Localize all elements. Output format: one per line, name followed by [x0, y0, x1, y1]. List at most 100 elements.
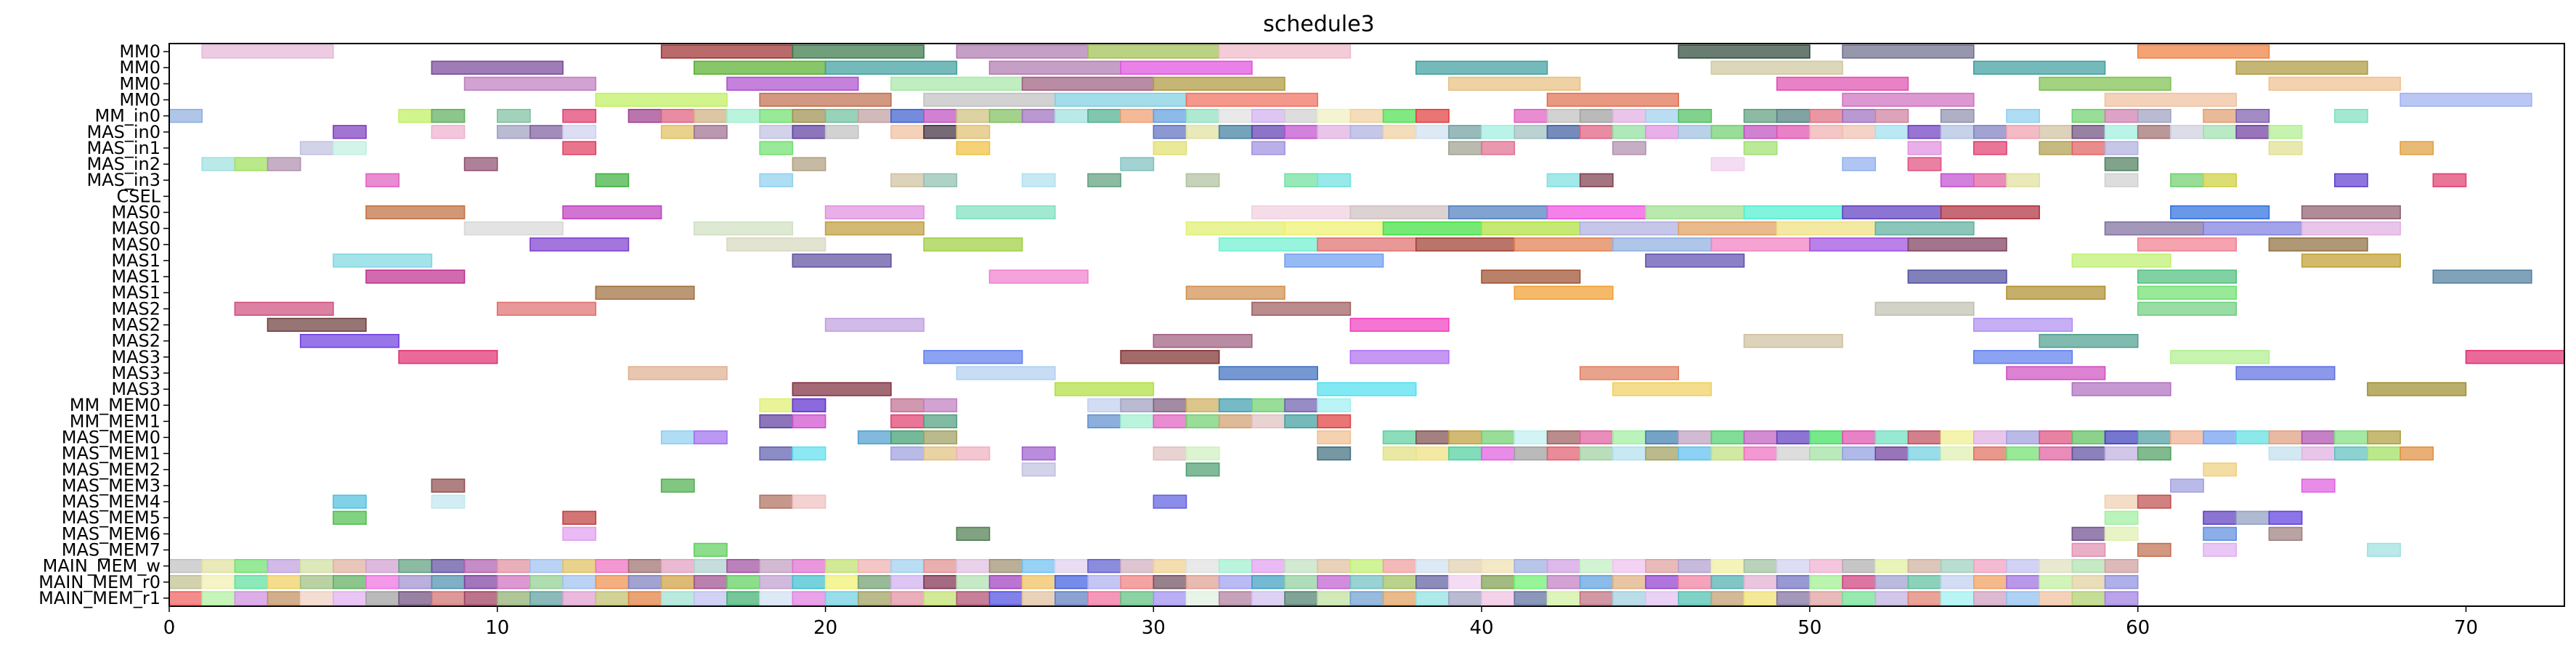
task-bar	[1481, 430, 1516, 445]
task-bar	[2334, 109, 2368, 123]
task-bar	[1055, 109, 1089, 123]
task-bar	[463, 575, 498, 589]
task-bar	[1481, 141, 1516, 155]
task-bar	[1612, 109, 1646, 123]
task-bar	[660, 44, 794, 59]
task-bar	[2203, 221, 2303, 236]
task-bar	[2071, 430, 2106, 445]
task-bar	[1448, 575, 1482, 589]
task-bar	[923, 109, 958, 123]
task-bar	[333, 494, 367, 509]
task-bar	[1513, 285, 1614, 300]
task-bar	[660, 591, 695, 605]
x-tick-label: 70	[2454, 617, 2478, 639]
task-bar	[2104, 141, 2139, 155]
task-bar	[2039, 430, 2073, 445]
task-bar	[2235, 510, 2270, 525]
task-bar	[333, 510, 367, 525]
bars-layer	[168, 44, 2565, 605]
task-bar	[1579, 591, 1614, 605]
task-bar	[792, 591, 826, 605]
task-bar	[1448, 430, 1482, 445]
y-axis: MM0MM0MM0MM0MM_in0MAS_in0MAS_in1MAS_in2M…	[38, 41, 169, 608]
task-bar	[595, 558, 630, 574]
task-bar	[463, 157, 498, 171]
task-bar	[1678, 125, 1712, 139]
task-bar	[2203, 510, 2238, 525]
task-bar	[2235, 125, 2270, 139]
task-bar	[1612, 558, 1646, 574]
task-bar	[1546, 173, 1581, 187]
task-bar	[1546, 575, 1581, 589]
task-bar	[1907, 575, 1942, 589]
task-bar	[1055, 92, 1187, 107]
task-bar	[1612, 125, 1646, 139]
task-bar	[1842, 157, 1877, 171]
task-bar	[1513, 591, 1548, 605]
task-bar	[1710, 430, 1745, 445]
task-bar	[365, 575, 400, 589]
task-bar	[463, 591, 498, 605]
task-bar	[1678, 430, 1712, 445]
task-bar	[1153, 558, 1187, 574]
task-bar	[2465, 350, 2565, 364]
task-bar	[1776, 109, 1811, 123]
task-bar	[857, 591, 892, 605]
task-bar	[2006, 366, 2106, 380]
task-bar	[1087, 414, 1122, 429]
task-bar	[2071, 542, 2106, 558]
task-bar	[529, 591, 564, 605]
task-bar	[1218, 414, 1253, 429]
task-bar	[1153, 398, 1187, 412]
task-bar	[1776, 446, 1811, 461]
task-bar	[595, 575, 630, 589]
task-bar	[660, 430, 695, 445]
task-bar	[1415, 575, 1450, 589]
task-bar	[1284, 253, 1384, 268]
task-bar	[1317, 109, 1352, 123]
task-bar	[1645, 446, 1680, 461]
y-tick-label: MAS_MEM7	[62, 540, 161, 560]
task-bar	[234, 591, 269, 605]
task-bar	[1907, 141, 1942, 155]
task-bar	[1415, 591, 1450, 605]
y-tick-label: MAS_in2	[86, 154, 161, 174]
task-bar	[890, 591, 925, 605]
task-bar	[726, 591, 761, 605]
task-bar	[660, 125, 695, 139]
task-bar	[1645, 430, 1680, 445]
task-bar	[299, 575, 334, 589]
task-bar	[1940, 205, 2040, 220]
task-bar	[234, 301, 334, 317]
task-bar	[333, 253, 433, 268]
task-bar	[1973, 446, 2007, 461]
task-bar	[365, 173, 400, 187]
task-bar	[1874, 558, 1909, 574]
task-bar	[923, 575, 958, 589]
task-bar	[1317, 398, 1352, 412]
task-bar	[1153, 575, 1187, 589]
task-bar	[2104, 430, 2139, 445]
task-bar	[1218, 237, 1318, 252]
y-tick-label: MM_MEM1	[70, 411, 161, 431]
task-bar	[1973, 430, 2007, 445]
task-bar	[1546, 446, 1581, 461]
task-bar	[201, 591, 236, 605]
task-bar	[1874, 430, 1909, 445]
task-bar	[2137, 125, 2171, 139]
task-bar	[1349, 109, 1384, 123]
task-bar	[1874, 591, 1909, 605]
task-bar	[2203, 109, 2238, 123]
task-bar	[1874, 221, 1975, 236]
y-tick-label: MM_in0	[94, 106, 161, 126]
task-bar	[2104, 510, 2139, 525]
task-bar	[1678, 591, 1712, 605]
y-tick-label: MAS2	[111, 331, 161, 351]
task-bar	[1087, 109, 1122, 123]
task-bar	[1743, 205, 1843, 220]
task-bar	[234, 157, 269, 171]
y-tick-label: MM0	[119, 90, 161, 110]
task-bar	[693, 575, 728, 589]
chart-title: schedule3	[1263, 12, 1375, 37]
y-tick-label: MAS1	[111, 266, 161, 287]
